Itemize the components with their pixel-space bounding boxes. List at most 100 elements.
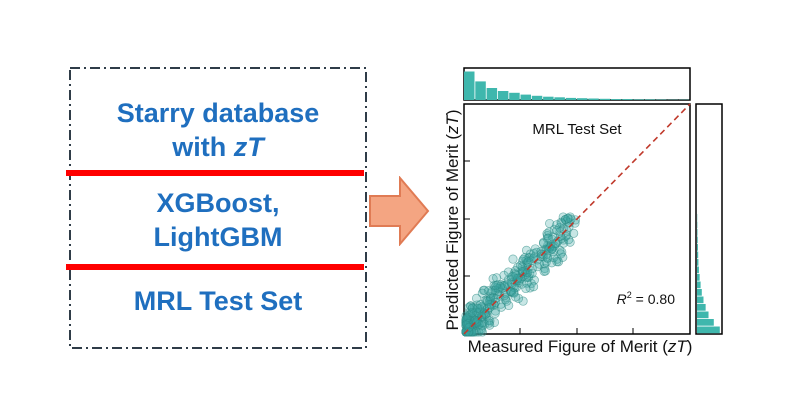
scatter-point: [508, 271, 518, 281]
scatter-point: [551, 238, 561, 248]
separator-bar-1: [66, 170, 364, 176]
r2-annotation: R2 = 0.80: [617, 290, 676, 307]
scatter-point: [510, 292, 521, 302]
top-hist-bar: [565, 97, 577, 100]
scatter-point: [549, 224, 559, 234]
top-hist-bar: [554, 97, 565, 100]
flow-arrow-icon: [369, 176, 430, 246]
scatter-point: [529, 282, 539, 292]
scatter-point: [527, 268, 537, 279]
top-hist-frame: [463, 67, 691, 101]
scatter-point: [488, 274, 498, 284]
top-hist-bar: [644, 99, 656, 100]
r2-exponent: 2: [627, 290, 632, 300]
scatter-point: [529, 248, 539, 258]
scatter-point: [523, 256, 533, 267]
right-hist-bar: [697, 311, 709, 319]
right-hist-bar: [697, 259, 699, 266]
scatter-point: [496, 302, 506, 312]
scatter-point: [569, 228, 579, 238]
scatter-plot: MRL Test Set R2 = 0.80 Measured Figure o…: [443, 67, 723, 356]
scatter-point: [518, 296, 528, 306]
x-axis-label-italic: zT: [667, 337, 689, 356]
scatter-point: [491, 280, 501, 290]
scatter-point: [485, 296, 495, 306]
scatter-point: [521, 283, 531, 294]
right-hist-bar: [697, 326, 720, 334]
scatter-point: [504, 300, 514, 311]
top-hist-bar: [588, 98, 599, 100]
scatter-point: [499, 291, 510, 301]
right-hist-bar: [697, 296, 704, 304]
top-hist-bar: [610, 99, 622, 100]
right-hist-bar: [697, 319, 714, 326]
top-hist-bar: [509, 92, 520, 100]
scatter-point: [563, 213, 573, 223]
scatter-point: [492, 273, 502, 283]
scatter-point: [564, 235, 574, 245]
right-hist-bar: [697, 289, 702, 296]
top-hist-bar: [577, 98, 588, 100]
scatter-point: [534, 259, 545, 269]
scatter-point: [538, 238, 549, 248]
db-title-with: with: [172, 132, 234, 162]
scatter-point: [508, 254, 518, 264]
r2-value: = 0.80: [632, 291, 675, 307]
scatter-point: [522, 267, 532, 278]
db-title-line2: with zT: [70, 130, 366, 164]
scatter-point: [559, 238, 569, 248]
top-hist-bar: [497, 91, 509, 100]
db-title-zt: zT: [233, 132, 264, 162]
top-hist-bar: [531, 95, 543, 100]
scatter-point: [543, 253, 553, 263]
y-axis-label-italic: zT: [443, 114, 462, 136]
right-hist-bar: [697, 304, 706, 311]
scatter-points: [461, 212, 581, 337]
top-hist-bar: [464, 71, 475, 100]
scatter-point: [461, 320, 471, 330]
plot-title: MRL Test Set: [532, 121, 622, 138]
top-hist-bar: [486, 88, 498, 100]
right-hist-bar: [697, 244, 698, 251]
model-line1: XGBoost,: [156, 188, 280, 218]
top-hist-bar: [633, 99, 644, 100]
right-hist-bar: [697, 281, 701, 289]
right-histogram: [697, 214, 720, 334]
scatter-point: [502, 296, 512, 306]
scatter-point: [477, 288, 487, 298]
right-hist-bar: [697, 236, 698, 244]
model-line2: LightGBM: [153, 222, 283, 252]
top-histogram: [464, 71, 690, 100]
right-hist-bar: [697, 266, 699, 274]
identity-line: [463, 103, 691, 335]
test-set-label: MRL Test Set: [133, 286, 303, 316]
top-hist-bar: [599, 98, 611, 100]
x-axis-label-suffix: ): [687, 337, 693, 356]
right-hist-frame: [695, 103, 723, 335]
scatter-point: [536, 249, 546, 259]
y-axis-label: Predicted Figure of Merit (zT): [443, 109, 462, 330]
scatter-point: [565, 237, 575, 247]
scatter-point: [490, 308, 500, 318]
x-axis-label: Measured Figure of Merit (zT): [468, 337, 693, 356]
scatter-point: [472, 303, 482, 313]
db-title-line1: Starry database: [116, 98, 320, 128]
scatter-point: [540, 266, 550, 276]
scatter-point: [552, 257, 562, 267]
top-hist-bar: [475, 81, 486, 100]
x-axis-label-prefix: Measured Figure of Merit (: [468, 337, 669, 356]
y-axis-label-prefix: Predicted Figure of Merit (: [443, 134, 462, 331]
scatter-point: [464, 327, 474, 337]
right-hist-bar: [697, 251, 699, 259]
r2-symbol: R: [617, 291, 627, 307]
y-axis-label-suffix: ): [443, 109, 462, 115]
scatter-point: [470, 315, 480, 325]
scatter-point: [485, 320, 495, 330]
right-hist-bar: [697, 274, 700, 281]
scatter-point: [475, 300, 486, 310]
top-hist-bar: [543, 96, 554, 100]
scatter-point: [548, 246, 558, 257]
top-hist-bar: [622, 99, 633, 100]
scatter-point: [539, 259, 549, 269]
